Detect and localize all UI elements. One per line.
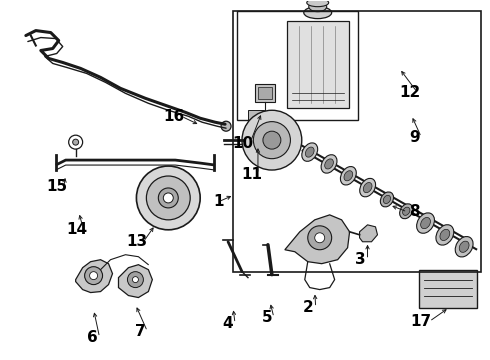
Polygon shape xyxy=(285,215,349,264)
Text: 10: 10 xyxy=(232,136,253,150)
Text: 5: 5 xyxy=(262,310,272,325)
Text: 6: 6 xyxy=(87,330,98,345)
Ellipse shape xyxy=(383,195,391,203)
Polygon shape xyxy=(119,265,152,298)
Ellipse shape xyxy=(302,143,318,161)
Circle shape xyxy=(127,272,144,288)
Polygon shape xyxy=(248,110,264,120)
Ellipse shape xyxy=(309,2,327,12)
Text: 9: 9 xyxy=(409,130,419,145)
Ellipse shape xyxy=(325,159,333,169)
Ellipse shape xyxy=(304,7,332,19)
Ellipse shape xyxy=(321,155,337,173)
Ellipse shape xyxy=(344,171,353,181)
Ellipse shape xyxy=(363,183,372,193)
Circle shape xyxy=(253,122,291,159)
Circle shape xyxy=(242,110,302,170)
Ellipse shape xyxy=(380,192,393,207)
Circle shape xyxy=(147,176,190,220)
Text: 17: 17 xyxy=(411,314,432,329)
Text: 15: 15 xyxy=(46,180,67,194)
Ellipse shape xyxy=(305,147,314,157)
Text: 4: 4 xyxy=(223,316,233,331)
Text: 13: 13 xyxy=(126,234,147,249)
Text: 16: 16 xyxy=(164,109,185,124)
Text: 12: 12 xyxy=(400,85,421,100)
Bar xyxy=(233,11,481,272)
Ellipse shape xyxy=(403,207,410,215)
Text: 2: 2 xyxy=(302,300,313,315)
Text: 1: 1 xyxy=(213,194,223,210)
Text: 3: 3 xyxy=(355,252,366,267)
Ellipse shape xyxy=(455,237,473,257)
Ellipse shape xyxy=(416,213,435,233)
Polygon shape xyxy=(75,260,113,293)
Circle shape xyxy=(136,166,200,230)
Polygon shape xyxy=(360,225,377,242)
Ellipse shape xyxy=(307,0,329,7)
Ellipse shape xyxy=(440,229,450,240)
Circle shape xyxy=(315,233,325,243)
Bar xyxy=(237,11,358,120)
Ellipse shape xyxy=(420,217,430,229)
Circle shape xyxy=(263,131,281,149)
Polygon shape xyxy=(419,270,477,307)
Text: 14: 14 xyxy=(66,222,87,237)
Polygon shape xyxy=(258,87,272,99)
Ellipse shape xyxy=(400,204,413,219)
Ellipse shape xyxy=(360,178,375,197)
Text: 7: 7 xyxy=(135,324,146,339)
Circle shape xyxy=(132,276,138,283)
Ellipse shape xyxy=(341,167,356,185)
Ellipse shape xyxy=(459,241,469,252)
Circle shape xyxy=(163,193,173,203)
Text: 8: 8 xyxy=(409,204,419,219)
Circle shape xyxy=(158,188,178,208)
Polygon shape xyxy=(255,84,275,102)
Circle shape xyxy=(308,226,332,250)
Ellipse shape xyxy=(436,225,454,245)
Circle shape xyxy=(221,121,231,131)
Polygon shape xyxy=(287,21,348,108)
Circle shape xyxy=(73,139,78,145)
Text: 11: 11 xyxy=(242,167,263,181)
Circle shape xyxy=(85,267,102,285)
Circle shape xyxy=(90,272,98,280)
